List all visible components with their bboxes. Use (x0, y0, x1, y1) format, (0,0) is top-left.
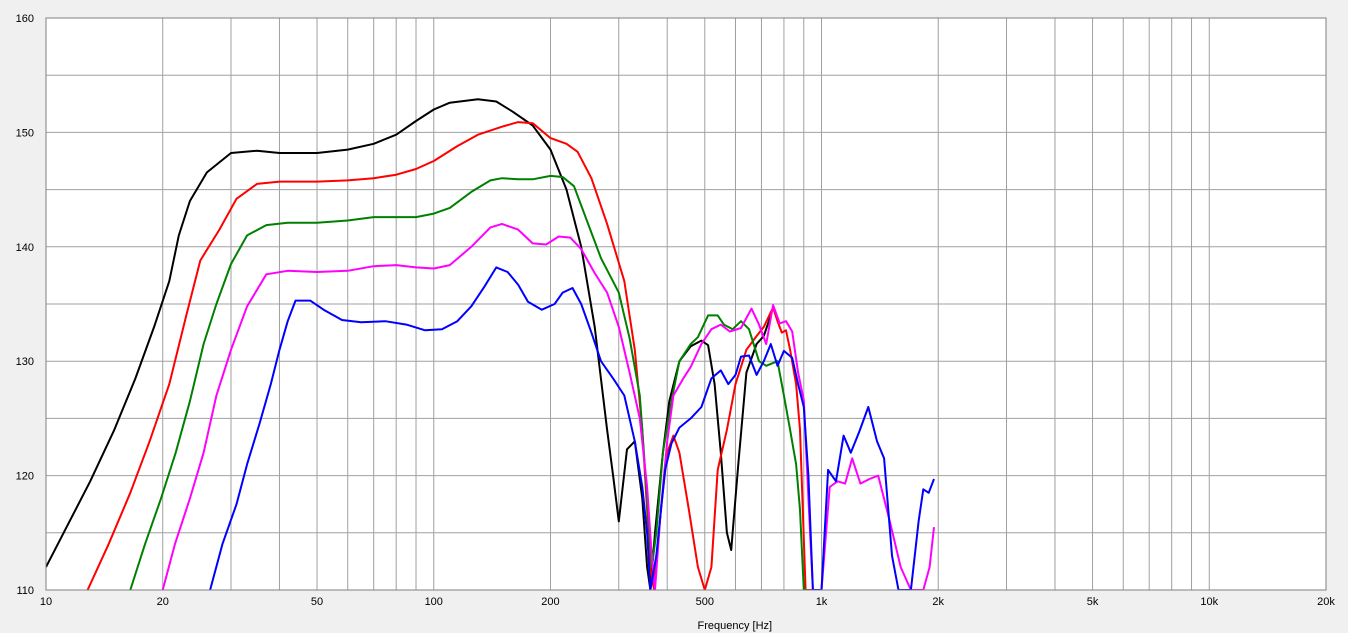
series-line-5 (209, 266, 935, 590)
y-tick-label: 130 (16, 356, 34, 368)
x-tick-label: 1k (816, 596, 828, 608)
x-tick-label: 20k (1317, 596, 1335, 608)
x-tick-label: 100 (425, 596, 443, 608)
x-tick-label: 500 (696, 596, 714, 608)
series-line-2 (86, 121, 815, 590)
x-tick-label: 10k (1200, 596, 1218, 608)
y-tick-label: 160 (16, 13, 34, 25)
x-tick-label: 5k (1087, 596, 1099, 608)
plot-border (45, 17, 1327, 591)
x-axis-label: Frequency [Hz] (697, 620, 772, 632)
y-tick-label: 150 (16, 127, 34, 139)
x-tick-label: 200 (541, 596, 559, 608)
y-tick-label: 120 (16, 471, 34, 483)
y-tick-label: 140 (16, 242, 34, 254)
y-tick-label: 110 (16, 585, 34, 597)
series-line-3 (129, 174, 808, 590)
x-axis-ticks: 10 20 50 100 200 500 1k 2k 5k 10k 20k (40, 596, 1335, 608)
y-axis-ticks: 110 120 130 140 150 160 (16, 13, 34, 597)
series-line-1 (46, 98, 772, 590)
x-tick-label: 2k (932, 596, 944, 608)
x-tick-label: 10 (40, 596, 52, 608)
x-tick-label: 20 (157, 596, 169, 608)
series-group (46, 98, 935, 590)
x-tick-label: 50 (311, 596, 323, 608)
